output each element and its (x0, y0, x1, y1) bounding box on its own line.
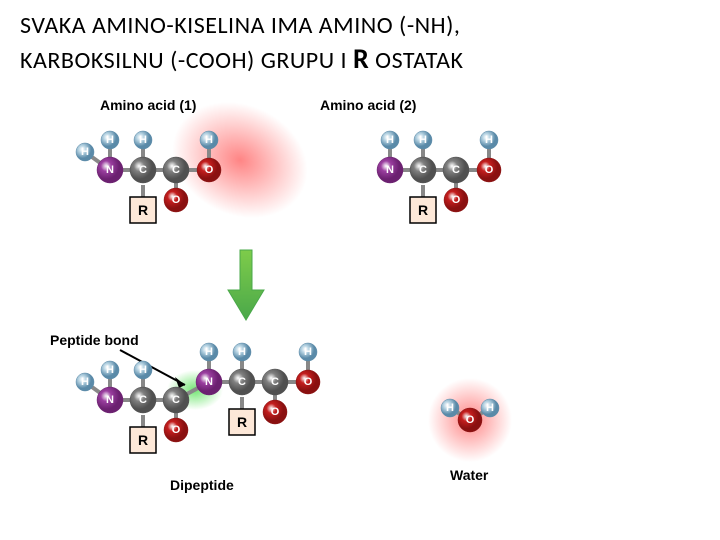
water-label: Water (450, 467, 489, 483)
atom-label: N (106, 394, 114, 406)
atom-label: O (304, 376, 313, 388)
atom-label: C (139, 164, 147, 176)
atom-label: O (172, 194, 181, 206)
atom-label: H (205, 134, 213, 146)
atom-label: O (172, 424, 181, 436)
atom-label: H (419, 134, 427, 146)
reaction-arrow (228, 250, 264, 320)
r-label: R (138, 432, 148, 448)
amino-acid-2: H N H C C O O H R (377, 131, 501, 223)
atom-label: C (238, 376, 246, 388)
atom-label: H (386, 134, 394, 146)
atom-label: C (172, 394, 180, 406)
atom-label: N (205, 376, 213, 388)
atom-label: H (139, 134, 147, 146)
atom-label: O (452, 194, 461, 206)
r-label: R (418, 202, 428, 218)
atom-label: O (485, 164, 494, 176)
atom-label: H (485, 134, 493, 146)
atom-label: H (106, 134, 114, 146)
peptide-pointer (120, 350, 185, 385)
atom-label: H (139, 364, 147, 376)
atom-label: H (106, 364, 114, 376)
atom-label: C (419, 164, 427, 176)
atom-label: H (81, 146, 89, 158)
peptide-label: Peptide bond (50, 332, 139, 348)
atom-label: H (446, 402, 454, 414)
atom-label: C (139, 394, 147, 406)
aa1-label: Amino acid (1) (100, 97, 196, 113)
atom-label: N (386, 164, 394, 176)
atom-label: H (205, 346, 213, 358)
atom-label: N (106, 164, 114, 176)
atom-label: O (466, 414, 475, 426)
atom-label: C (172, 164, 180, 176)
atom-label: C (452, 164, 460, 176)
diagram-canvas: HHNHCCOOHRHNHCCOOHRHHNHCCONHHCCOOHRRHOHA… (0, 0, 720, 540)
atom-label: O (271, 406, 280, 418)
atom-label: C (271, 376, 279, 388)
r-label: R (237, 414, 247, 430)
atom-label: H (304, 346, 312, 358)
aa2-label: Amino acid (2) (320, 97, 416, 113)
atom-label: H (486, 402, 494, 414)
dipeptide-label: Dipeptide (170, 477, 234, 493)
atom-label: O (205, 164, 214, 176)
atom-label: H (81, 376, 89, 388)
atom-label: H (238, 346, 246, 358)
r-label: R (138, 202, 148, 218)
